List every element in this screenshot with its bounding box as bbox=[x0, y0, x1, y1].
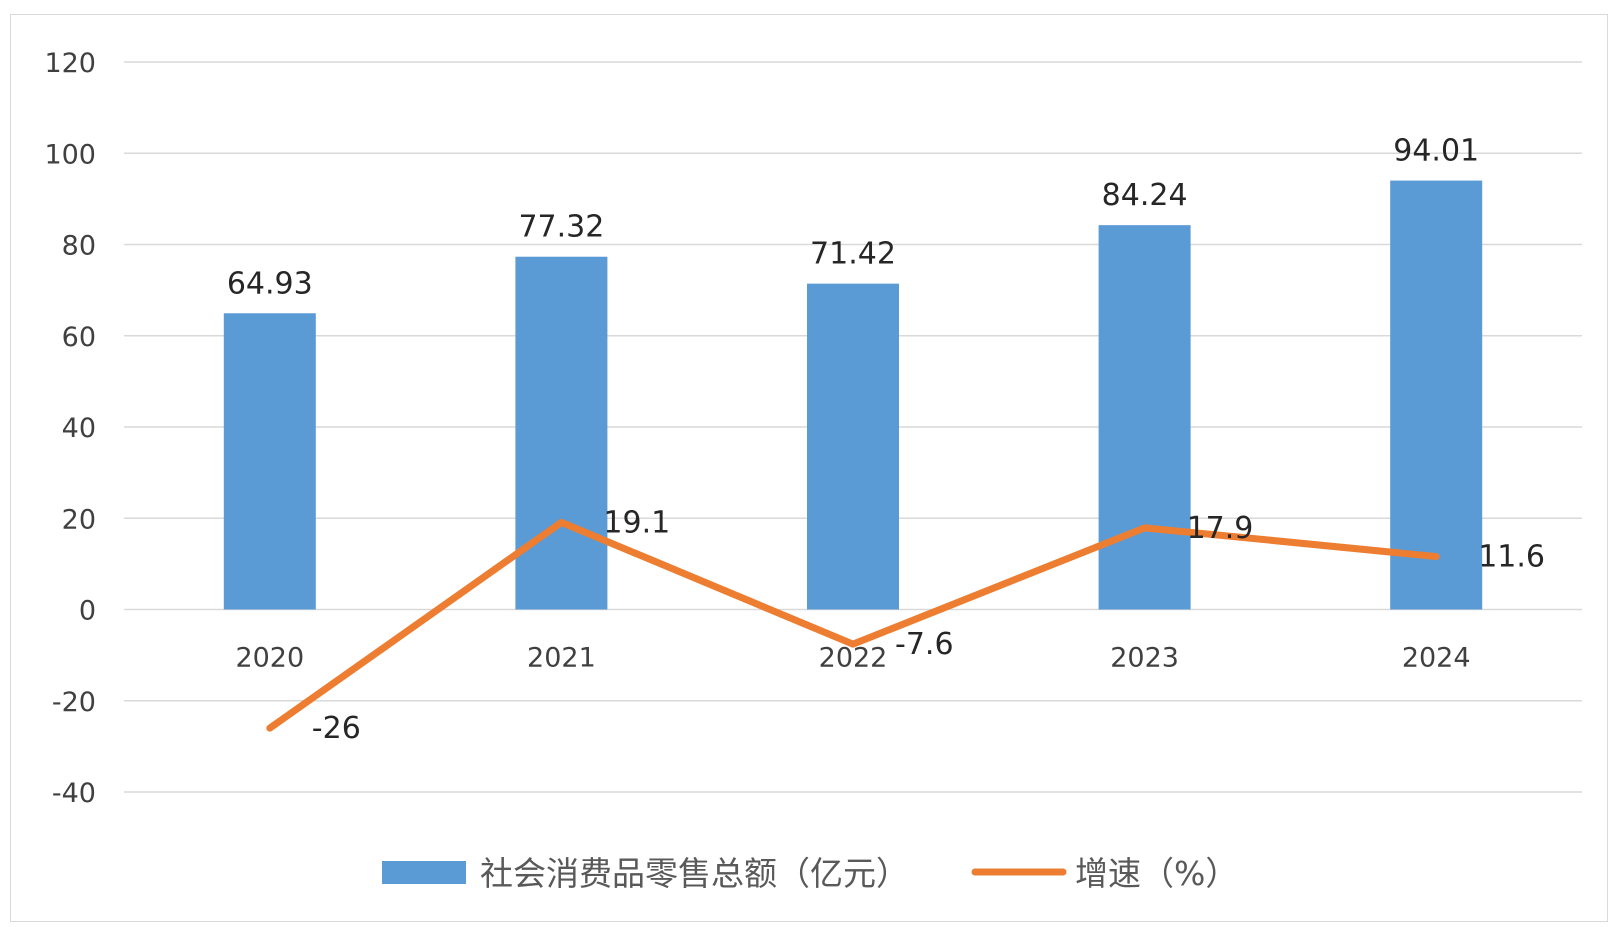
bar-data-label: 64.93 bbox=[227, 266, 313, 301]
y-axis-ticks: 120 100 80 60 40 20 0 -20 -40 bbox=[44, 48, 96, 809]
x-tick-label: 2023 bbox=[1110, 643, 1179, 674]
line-point bbox=[1434, 554, 1439, 559]
bar-data-label: 71.42 bbox=[810, 237, 896, 272]
legend-label-bar: 社会消费品零售总额（亿元） bbox=[480, 854, 909, 893]
bar-data-label: 84.24 bbox=[1102, 178, 1188, 213]
bars bbox=[223, 180, 1483, 610]
y-tick-label: 0 bbox=[79, 596, 96, 627]
x-tick-label: 2024 bbox=[1402, 643, 1471, 674]
legend-swatch-bar bbox=[382, 861, 466, 884]
x-tick-label: 2020 bbox=[235, 643, 304, 674]
y-tick-label: 100 bbox=[44, 139, 96, 170]
y-tick-label: 80 bbox=[62, 231, 96, 262]
line-data-label: 19.1 bbox=[603, 505, 670, 540]
line-point bbox=[559, 520, 564, 525]
line-data-label: 11.6 bbox=[1478, 540, 1545, 575]
bar bbox=[223, 313, 316, 610]
data-labels: 64.93 77.32 71.42 84.24 94.01 -26 19.1 -7.6 17.9… bbox=[227, 134, 1545, 747]
line-data-label: -26 bbox=[312, 711, 361, 746]
y-tick-label: 40 bbox=[62, 413, 96, 444]
line-point bbox=[267, 726, 272, 731]
line-data-label: -7.6 bbox=[895, 627, 954, 662]
bar-data-label: 77.32 bbox=[518, 210, 604, 245]
y-tick-label: 20 bbox=[62, 504, 96, 535]
y-tick-label: 60 bbox=[62, 322, 96, 353]
bar bbox=[1390, 180, 1483, 610]
legend: 社会消费品零售总额（亿元） 增速（%） bbox=[382, 854, 1238, 893]
y-tick-label: -20 bbox=[52, 687, 96, 718]
x-tick-label: 2021 bbox=[527, 643, 596, 674]
bar bbox=[807, 283, 899, 610]
y-tick-label: 120 bbox=[44, 48, 96, 79]
bar bbox=[1098, 225, 1191, 610]
x-axis-ticks: 2020 2021 2022 2023 2024 bbox=[235, 643, 1470, 674]
bar-data-label: 94.01 bbox=[1393, 134, 1479, 169]
growth-line bbox=[266, 518, 1440, 732]
line-data-label: 17.9 bbox=[1187, 511, 1254, 546]
line-point bbox=[1142, 525, 1147, 530]
line-point bbox=[851, 642, 855, 647]
legend-label-line: 增速（%） bbox=[1075, 854, 1238, 893]
bar bbox=[515, 256, 608, 610]
y-tick-label: -40 bbox=[52, 778, 96, 809]
